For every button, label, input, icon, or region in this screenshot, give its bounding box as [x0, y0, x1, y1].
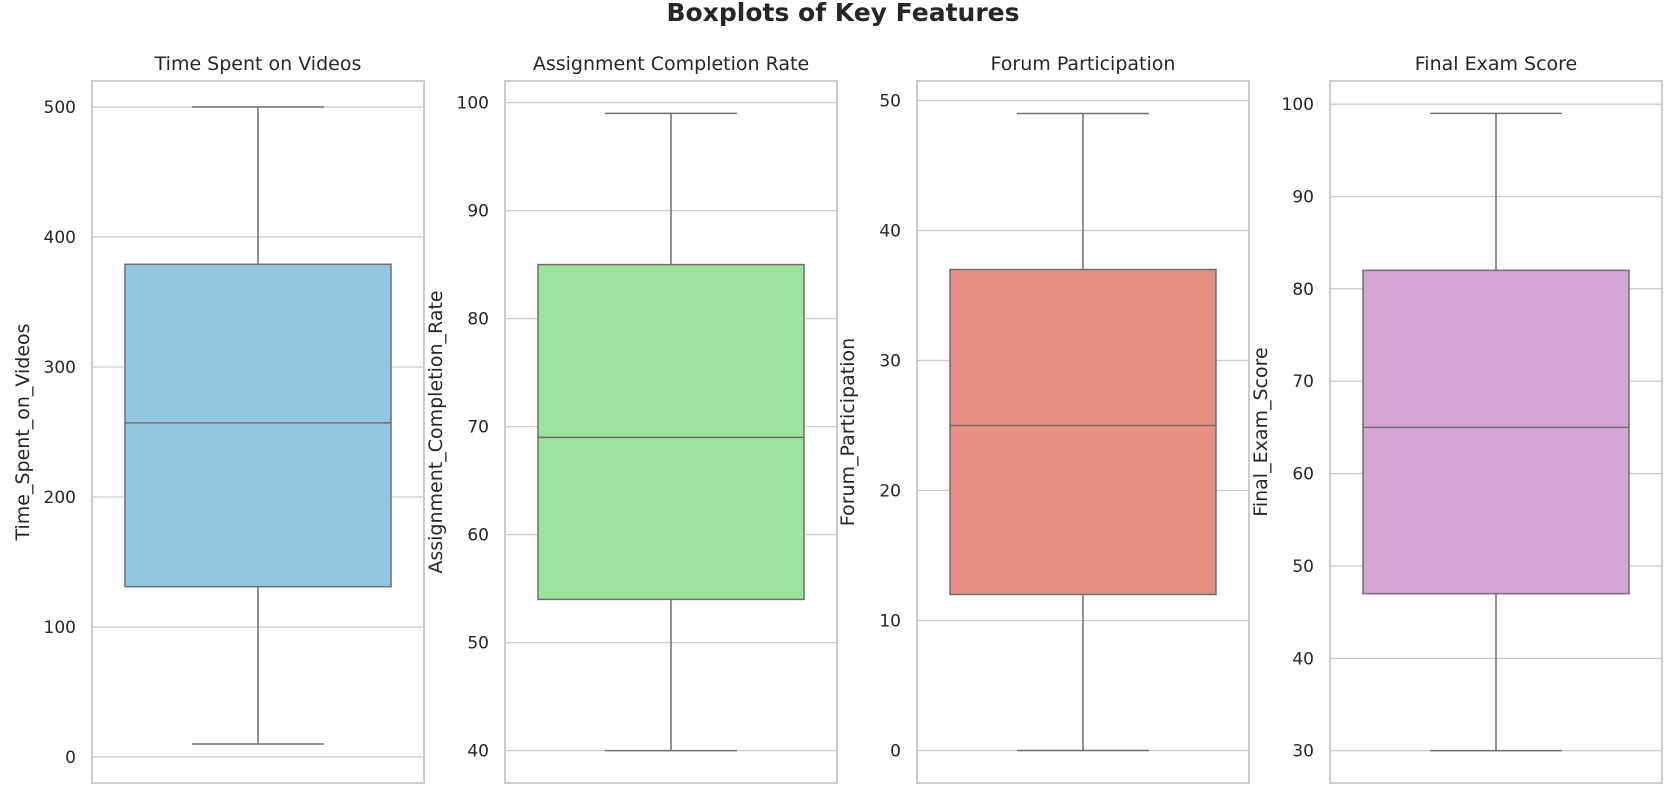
iqr-box — [537, 263, 805, 601]
y-tick-label: 100 — [457, 94, 489, 114]
y-tick-label: 50 — [1292, 557, 1314, 577]
panel-3: 0 10 20 30 40 50 Forum Participation Forum_Part… — [837, 53, 1250, 784]
y-axis-label: Final_Exam_Score — [1250, 347, 1272, 516]
y-tick-label: 0 — [890, 742, 901, 762]
axes-frame — [1329, 80, 1663, 784]
panel-title: Time Spent on Videos — [154, 53, 362, 75]
axes-frame — [91, 80, 425, 784]
figure-title: Boxplots of Key Features — [667, 0, 1020, 27]
y-tick-label: 100 — [1282, 95, 1314, 115]
panel-title: Assignment Completion Rate — [533, 53, 809, 75]
y-tick-label: 70 — [1292, 372, 1314, 392]
iqr-box — [124, 263, 392, 588]
y-tick-label: 90 — [1292, 187, 1314, 207]
y-tick-label: 60 — [1292, 465, 1314, 485]
panel-title: Final Exam Score — [1415, 53, 1577, 75]
y-tick-label: 20 — [879, 482, 901, 502]
y-axis-label: Time_Spent_on_Videos — [12, 323, 34, 541]
y-tick-label: 400 — [44, 228, 76, 248]
y-tick-label: 100 — [44, 618, 76, 638]
panel-4: 30 40 50 60 70 80 90 100 Final Exam Score Final_E… — [1250, 53, 1663, 784]
panel-title: Forum Participation — [991, 53, 1176, 75]
y-axis-label: Assignment_Completion_Rate — [425, 290, 447, 573]
y-tick-label: 300 — [44, 358, 76, 378]
y-tick-label: 0 — [65, 748, 76, 768]
y-tick-label: 30 — [879, 352, 901, 372]
y-tick-label: 40 — [879, 222, 901, 242]
y-tick-label: 70 — [467, 418, 489, 438]
axes-frame — [504, 80, 838, 784]
panel-2: 40 50 60 70 80 90 100 Assignment Completion Rat… — [425, 53, 838, 784]
y-tick-label: 200 — [44, 488, 76, 508]
iqr-box — [949, 268, 1217, 596]
iqr-box — [1362, 269, 1630, 595]
y-tick-label: 500 — [44, 98, 76, 118]
y-tick-label: 30 — [1292, 742, 1314, 762]
y-axis-label: Forum_Participation — [837, 338, 859, 526]
panel-1: 0 100 200 300 400 500 Time Spent on Videos Time… — [12, 53, 425, 784]
y-tick-label: 80 — [467, 310, 489, 330]
y-tick-label: 40 — [1292, 649, 1314, 669]
y-tick-label: 60 — [467, 526, 489, 546]
y-tick-label: 80 — [1292, 280, 1314, 300]
y-tick-label: 10 — [879, 612, 901, 632]
y-tick-label: 50 — [879, 92, 901, 112]
axes-frame — [916, 80, 1250, 784]
y-tick-label: 40 — [467, 742, 489, 762]
y-tick-label: 90 — [467, 202, 489, 222]
y-tick-label: 50 — [467, 634, 489, 654]
